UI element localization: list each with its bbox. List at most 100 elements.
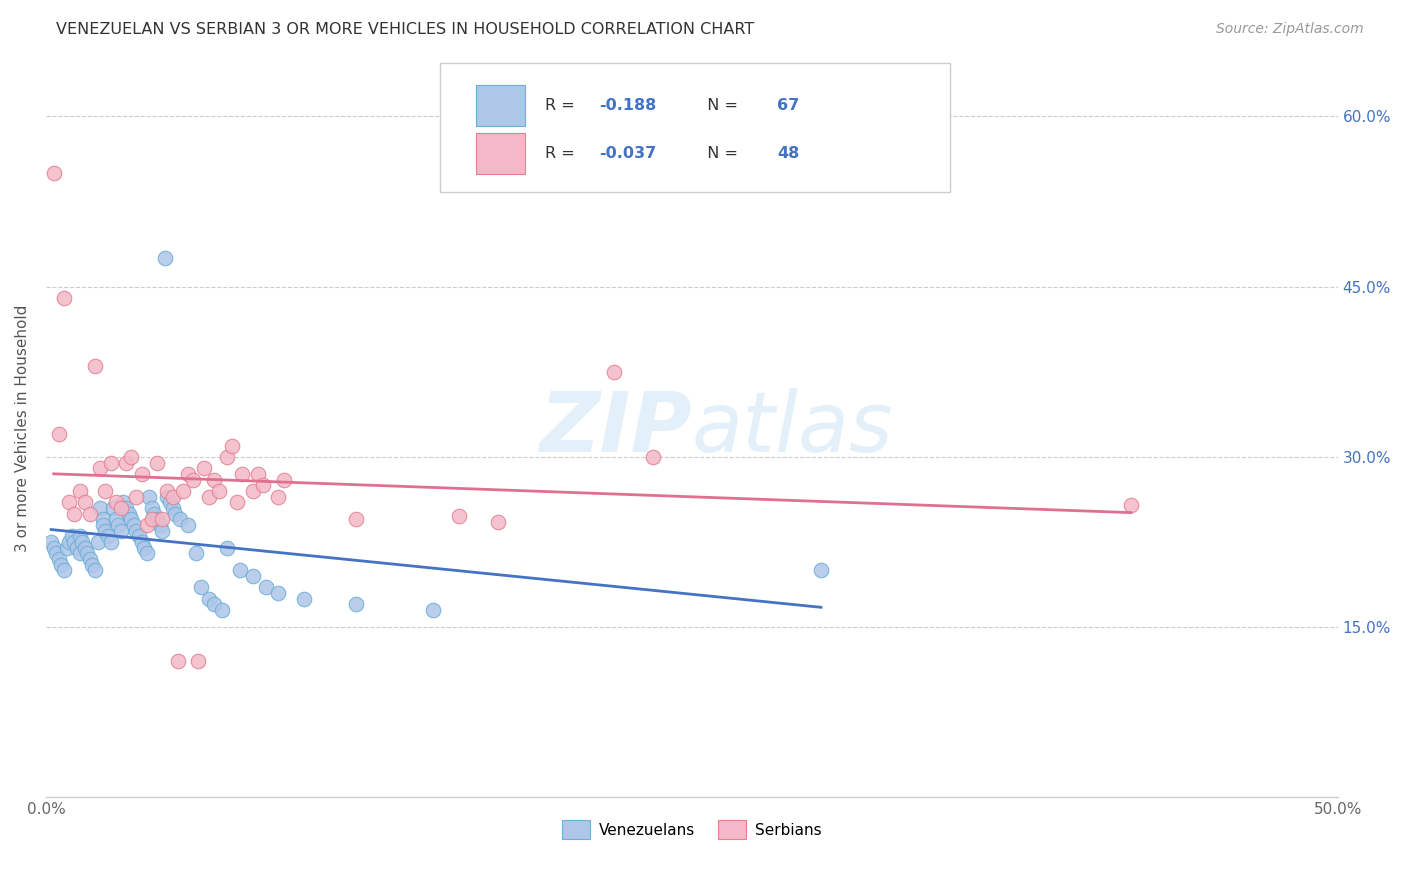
Point [344, 598, 367, 612]
Point [84, 563, 107, 577]
Point [120, 450, 142, 464]
Point [810, 563, 832, 577]
Point [135, 518, 157, 533]
Point [76, 546, 98, 560]
Point [94, 483, 117, 498]
Point [153, 252, 176, 266]
Bar [477, 86, 526, 126]
Point [641, 450, 664, 464]
Point [48, 427, 70, 442]
Point [193, 461, 215, 475]
Point [110, 524, 132, 538]
Point [228, 563, 250, 577]
Text: R =: R = [544, 98, 579, 113]
Point [84, 359, 107, 373]
Point [100, 535, 122, 549]
Point [208, 483, 231, 498]
Point [53, 291, 76, 305]
Point [143, 507, 166, 521]
Point [135, 546, 157, 560]
Point [177, 467, 200, 481]
Text: Source: ZipAtlas.com: Source: ZipAtlas.com [1216, 22, 1364, 37]
Point [242, 483, 264, 498]
Point [104, 512, 127, 526]
Point [242, 569, 264, 583]
Point [58, 535, 80, 549]
Point [122, 518, 145, 533]
Point [110, 500, 132, 515]
Point [422, 603, 444, 617]
FancyBboxPatch shape [440, 63, 950, 193]
Point [215, 450, 238, 464]
Point [181, 473, 204, 487]
Point [165, 507, 187, 521]
Point [149, 518, 172, 533]
Point [246, 467, 269, 481]
Point [125, 490, 148, 504]
Legend: Venezuelans, Serbians: Venezuelans, Serbians [557, 814, 828, 845]
Bar [477, 134, 526, 174]
Point [449, 508, 471, 523]
Point [159, 495, 181, 509]
Point [107, 518, 129, 533]
Point [63, 535, 86, 549]
Text: VENEZUELAN VS SERBIAN 3 OR MORE VEHICLES IN HOUSEHOLD CORRELATION CHART: VENEZUELAN VS SERBIAN 3 OR MORE VEHICLES… [56, 22, 755, 37]
Point [101, 500, 124, 515]
Point [254, 581, 277, 595]
Point [166, 654, 188, 668]
Point [69, 546, 91, 560]
Point [202, 473, 225, 487]
Point [69, 529, 91, 543]
Text: atlas: atlas [692, 388, 893, 469]
Point [486, 515, 509, 529]
Point [39, 535, 62, 549]
Point [141, 512, 163, 526]
Point [162, 500, 184, 515]
Point [226, 495, 249, 509]
Point [150, 512, 173, 526]
Point [231, 467, 253, 481]
Point [79, 552, 101, 566]
Point [58, 495, 80, 509]
Point [89, 461, 111, 475]
Point [70, 535, 93, 549]
Point [66, 541, 89, 555]
Point [82, 558, 104, 572]
Point [184, 546, 207, 560]
Point [51, 558, 73, 572]
Point [172, 483, 194, 498]
Point [91, 512, 114, 526]
Point [97, 529, 120, 543]
Text: -0.188: -0.188 [599, 98, 657, 113]
Point [197, 591, 219, 606]
Point [125, 524, 148, 538]
Point [48, 552, 70, 566]
Point [221, 438, 243, 452]
Point [45, 546, 67, 560]
Point [79, 507, 101, 521]
Point [63, 507, 86, 521]
Text: R =: R = [544, 146, 579, 161]
Point [138, 490, 160, 504]
Point [252, 478, 274, 492]
Point [156, 483, 179, 498]
Point [120, 512, 142, 526]
Point [267, 586, 290, 600]
Point [128, 529, 150, 543]
Point [146, 512, 169, 526]
Text: N =: N = [697, 146, 744, 161]
Point [131, 535, 153, 549]
Point [115, 500, 138, 515]
Point [69, 483, 91, 498]
Point [131, 467, 153, 481]
Point [89, 500, 111, 515]
Point [273, 473, 295, 487]
Point [73, 541, 96, 555]
Text: -0.037: -0.037 [599, 146, 657, 161]
Point [42, 541, 65, 555]
Point [146, 456, 169, 470]
Text: N =: N = [697, 98, 744, 113]
Point [197, 490, 219, 504]
Point [112, 495, 135, 509]
Point [215, 541, 238, 555]
